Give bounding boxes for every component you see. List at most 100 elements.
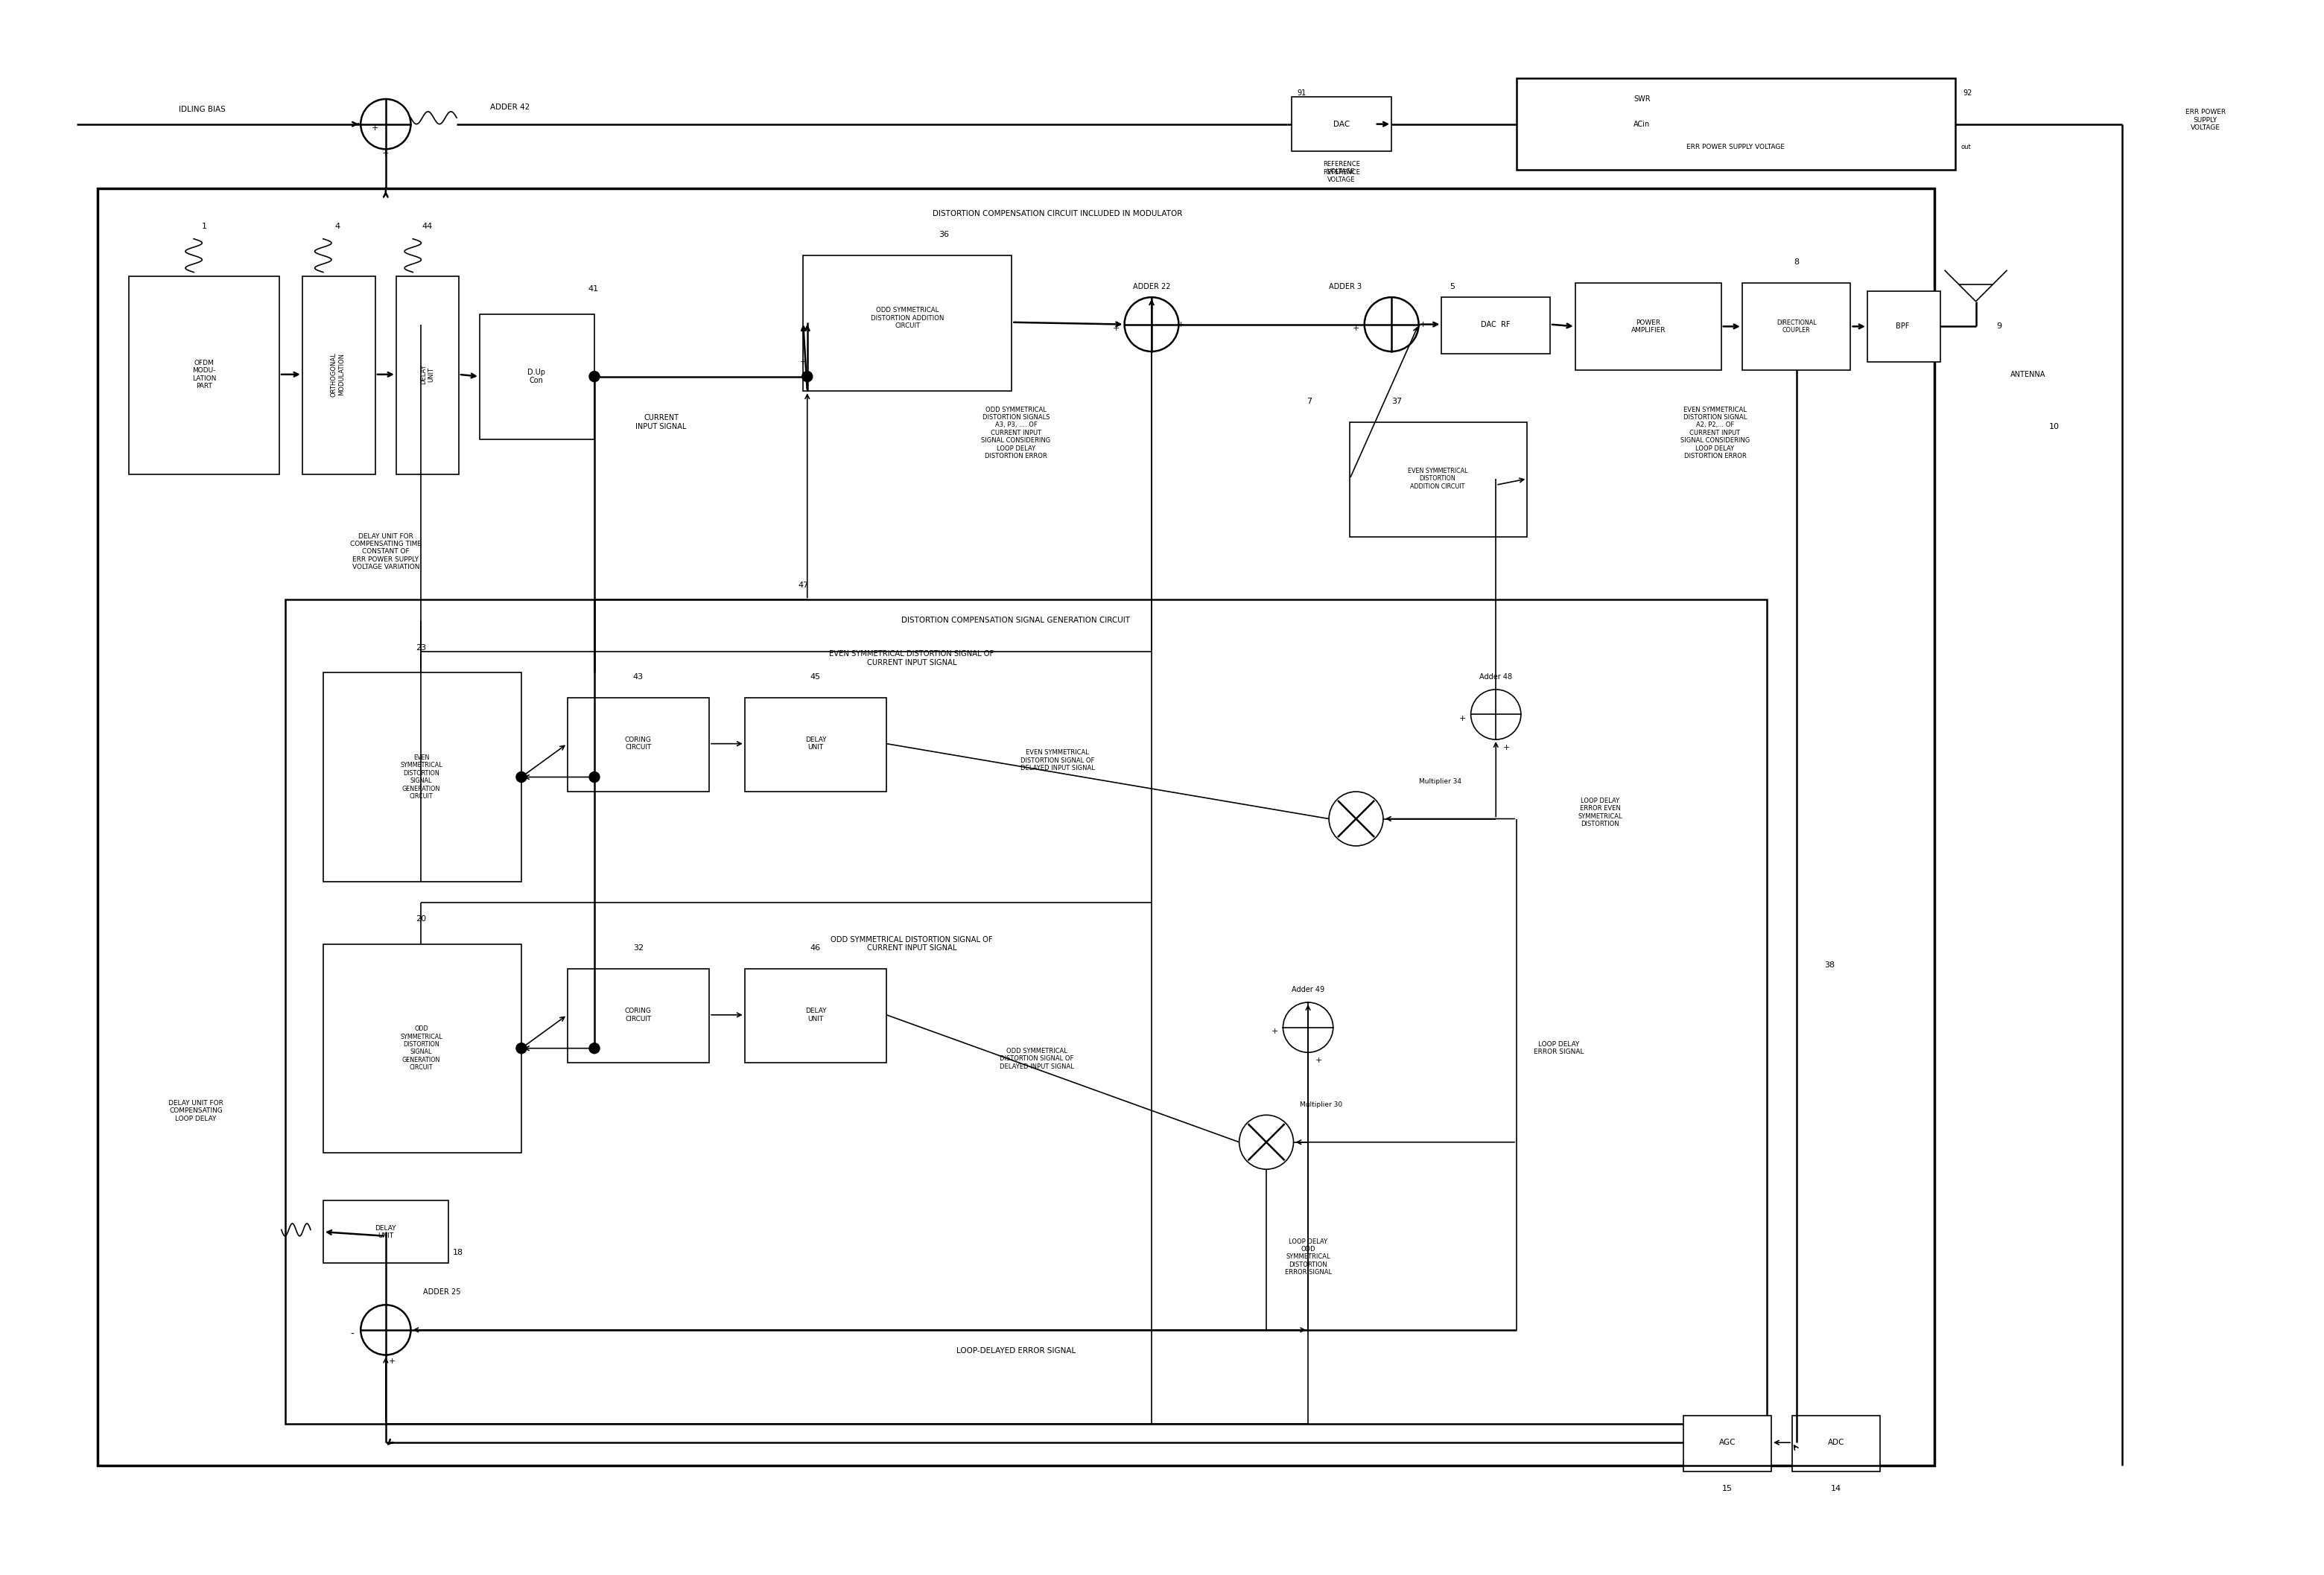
Text: 15: 15 (1722, 1485, 1734, 1492)
Text: ADDER 22: ADDER 22 (1132, 284, 1171, 290)
Circle shape (590, 372, 600, 381)
Text: EVEN
SYMMETRICAL
DISTORTION
SIGNAL
GENERATION
CIRCUIT: EVEN SYMMETRICAL DISTORTION SIGNAL GENER… (400, 754, 442, 800)
Text: ANTENNA: ANTENNA (2010, 370, 2045, 378)
Bar (98, 189, 1934, 1465)
Text: 45: 45 (811, 673, 820, 680)
Text: +: + (799, 358, 806, 365)
Text: ODD SYMMETRICAL
DISTORTION SIGNAL OF
DELAYED INPUT SIGNAL: ODD SYMMETRICAL DISTORTION SIGNAL OF DEL… (999, 1047, 1074, 1069)
Text: ADC: ADC (1827, 1440, 1845, 1446)
Text: DELAY UNIT FOR
COMPENSATING TIME
CONSTANT OF
ERR POWER SUPPLY
VOLTAGE VARIATION: DELAY UNIT FOR COMPENSATING TIME CONSTAN… (351, 532, 421, 570)
Text: 20: 20 (416, 915, 428, 923)
Text: DISTORTION COMPENSATION SIGNAL GENERATION CIRCUIT: DISTORTION COMPENSATION SIGNAL GENERATIO… (902, 617, 1129, 624)
Bar (302, 276, 374, 474)
Text: 4: 4 (335, 222, 339, 230)
Text: DELAY
UNIT: DELAY UNIT (421, 364, 435, 384)
Text: out: out (1961, 143, 1971, 150)
Text: EVEN SYMMETRICAL
DISTORTION SIGNAL
A2, P2,... OF
CURRENT INPUT
SIGNAL CONSIDERIN: EVEN SYMMETRICAL DISTORTION SIGNAL A2, P… (1680, 406, 1750, 460)
Bar (1292, 98, 1392, 151)
Text: +: + (1315, 1057, 1322, 1065)
Text: DAC: DAC (1334, 120, 1350, 128)
Text: ODD
SYMMETRICAL
DISTORTION
SIGNAL
GENERATION
CIRCUIT: ODD SYMMETRICAL DISTORTION SIGNAL GENERA… (400, 1025, 442, 1071)
Bar (804, 255, 1011, 391)
Circle shape (516, 1043, 528, 1054)
Text: LOOP-DELAYED ERROR SIGNAL: LOOP-DELAYED ERROR SIGNAL (955, 1347, 1076, 1354)
Text: 92: 92 (1964, 90, 1973, 96)
Text: POWER
AMPLIFIER: POWER AMPLIFIER (1631, 320, 1666, 334)
Text: 91: 91 (1297, 90, 1306, 96)
Text: -: - (351, 1329, 353, 1339)
Text: 37: 37 (1392, 398, 1401, 405)
Text: Multiplier 30: Multiplier 30 (1299, 1101, 1343, 1107)
Text: 43: 43 (632, 673, 644, 680)
Text: DELAY UNIT FOR
COMPENSATING
LOOP DELAY: DELAY UNIT FOR COMPENSATING LOOP DELAY (167, 1099, 223, 1121)
Bar (323, 673, 521, 882)
Bar (130, 276, 279, 474)
Text: 38: 38 (1824, 961, 1836, 969)
Text: Adder 49: Adder 49 (1292, 986, 1325, 994)
Text: D.Up
Con: D.Up Con (528, 369, 544, 384)
Bar (567, 969, 709, 1063)
Text: 36: 36 (939, 232, 948, 238)
Text: 47: 47 (797, 581, 809, 589)
Text: ODD SYMMETRICAL
DISTORTION ADDITION
CIRCUIT: ODD SYMMETRICAL DISTORTION ADDITION CIRC… (872, 307, 944, 329)
Bar (1576, 282, 1722, 370)
Bar (395, 276, 458, 474)
Text: DELAY
UNIT: DELAY UNIT (804, 1008, 827, 1022)
Text: BPF: BPF (1896, 323, 1910, 331)
Text: 7: 7 (1306, 398, 1313, 405)
Bar (479, 313, 595, 439)
Text: 1: 1 (202, 222, 207, 230)
Text: CURRENT
INPUT SIGNAL: CURRENT INPUT SIGNAL (637, 414, 686, 430)
Bar (1743, 282, 1850, 370)
Bar (1866, 291, 1941, 362)
Text: ORTHOGONAL
MODULATION: ORTHOGONAL MODULATION (330, 353, 344, 397)
Text: 41: 41 (588, 285, 600, 293)
Text: SWR: SWR (1634, 96, 1650, 102)
Text: CORING
CIRCUIT: CORING CIRCUIT (625, 737, 651, 751)
Text: 14: 14 (1831, 1485, 1841, 1492)
Text: DAC  RF: DAC RF (1480, 321, 1511, 328)
Text: IDLING BIAS: IDLING BIAS (179, 106, 225, 113)
Text: 8: 8 (1794, 258, 1799, 266)
Text: Multiplier 34: Multiplier 34 (1418, 778, 1462, 784)
Text: 18: 18 (453, 1249, 462, 1257)
Text: ADDER 42: ADDER 42 (490, 104, 530, 112)
Text: +: + (1504, 743, 1511, 751)
Bar (286, 600, 1766, 1424)
Text: LOOP DELAY
ERROR SIGNAL: LOOP DELAY ERROR SIGNAL (1534, 1041, 1583, 1055)
Bar (567, 698, 709, 792)
Text: 32: 32 (632, 945, 644, 951)
Text: ERR POWER SUPPLY VOLTAGE: ERR POWER SUPPLY VOLTAGE (1687, 143, 1785, 150)
Text: +: + (1271, 1028, 1278, 1035)
Text: CORING
CIRCUIT: CORING CIRCUIT (625, 1008, 651, 1022)
Circle shape (590, 772, 600, 783)
Text: DIRECTIONAL
COUPLER: DIRECTIONAL COUPLER (1776, 320, 1817, 334)
Bar (744, 969, 885, 1063)
Bar (323, 1200, 449, 1263)
Text: +: + (388, 1358, 395, 1366)
Text: 5: 5 (1450, 284, 1455, 290)
Text: OFDM
MODU-
LATION
PART: OFDM MODU- LATION PART (193, 359, 216, 389)
Circle shape (802, 372, 813, 381)
Text: 23: 23 (416, 644, 428, 652)
Text: EVEN SYMMETRICAL DISTORTION SIGNAL OF
CURRENT INPUT SIGNAL: EVEN SYMMETRICAL DISTORTION SIGNAL OF CU… (830, 650, 995, 666)
Text: +: + (1178, 321, 1185, 328)
Bar (323, 943, 521, 1153)
Text: REFERENCE
VOLTAGE: REFERENCE VOLTAGE (1322, 169, 1360, 183)
Bar (1792, 1416, 1880, 1471)
Text: +: + (381, 150, 388, 158)
Text: 44: 44 (423, 222, 432, 230)
Circle shape (590, 1043, 600, 1054)
Text: 10: 10 (2050, 422, 2059, 430)
Text: Adder 48: Adder 48 (1480, 673, 1513, 680)
Text: ADDER 3: ADDER 3 (1329, 284, 1362, 290)
Bar (1350, 422, 1527, 537)
Text: 46: 46 (811, 945, 820, 951)
Text: ODD SYMMETRICAL
DISTORTION SIGNALS
A3, P3, .... OF
CURRENT INPUT
SIGNAL CONSIDER: ODD SYMMETRICAL DISTORTION SIGNALS A3, P… (981, 406, 1050, 460)
Text: DISTORTION COMPENSATION CIRCUIT INCLUDED IN MODULATOR: DISTORTION COMPENSATION CIRCUIT INCLUDED… (932, 209, 1183, 217)
Text: +: + (1113, 324, 1120, 332)
Text: AGC: AGC (1720, 1440, 1736, 1446)
Bar (1441, 298, 1550, 353)
Text: +: + (1353, 324, 1360, 332)
Text: +: + (372, 124, 379, 132)
